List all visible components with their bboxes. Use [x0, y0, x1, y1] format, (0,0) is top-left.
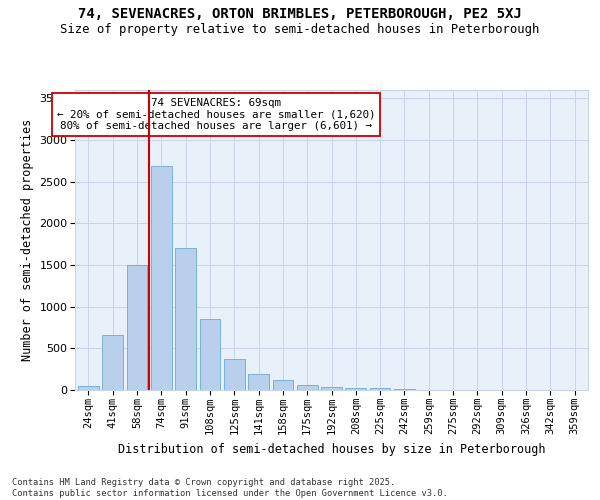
- Bar: [224, 359, 245, 390]
- Bar: [370, 388, 391, 390]
- Y-axis label: Number of semi-detached properties: Number of semi-detached properties: [20, 119, 34, 361]
- Text: Contains HM Land Registry data © Crown copyright and database right 2025.
Contai: Contains HM Land Registry data © Crown c…: [12, 478, 448, 498]
- Bar: [248, 374, 269, 390]
- Bar: [151, 166, 172, 390]
- Text: 74, SEVENACRES, ORTON BRIMBLES, PETERBOROUGH, PE2 5XJ: 74, SEVENACRES, ORTON BRIMBLES, PETERBOR…: [78, 8, 522, 22]
- Bar: [127, 265, 148, 390]
- Bar: [346, 388, 366, 390]
- Text: Distribution of semi-detached houses by size in Peterborough: Distribution of semi-detached houses by …: [118, 442, 545, 456]
- Bar: [103, 334, 123, 390]
- Bar: [200, 319, 220, 390]
- Bar: [297, 384, 317, 390]
- Bar: [394, 389, 415, 390]
- Text: 74 SEVENACRES: 69sqm
← 20% of semi-detached houses are smaller (1,620)
80% of se: 74 SEVENACRES: 69sqm ← 20% of semi-detac…: [57, 98, 376, 130]
- Bar: [272, 380, 293, 390]
- Bar: [78, 386, 99, 390]
- Text: Size of property relative to semi-detached houses in Peterborough: Size of property relative to semi-detach…: [61, 22, 539, 36]
- Bar: [321, 386, 342, 390]
- Bar: [175, 248, 196, 390]
